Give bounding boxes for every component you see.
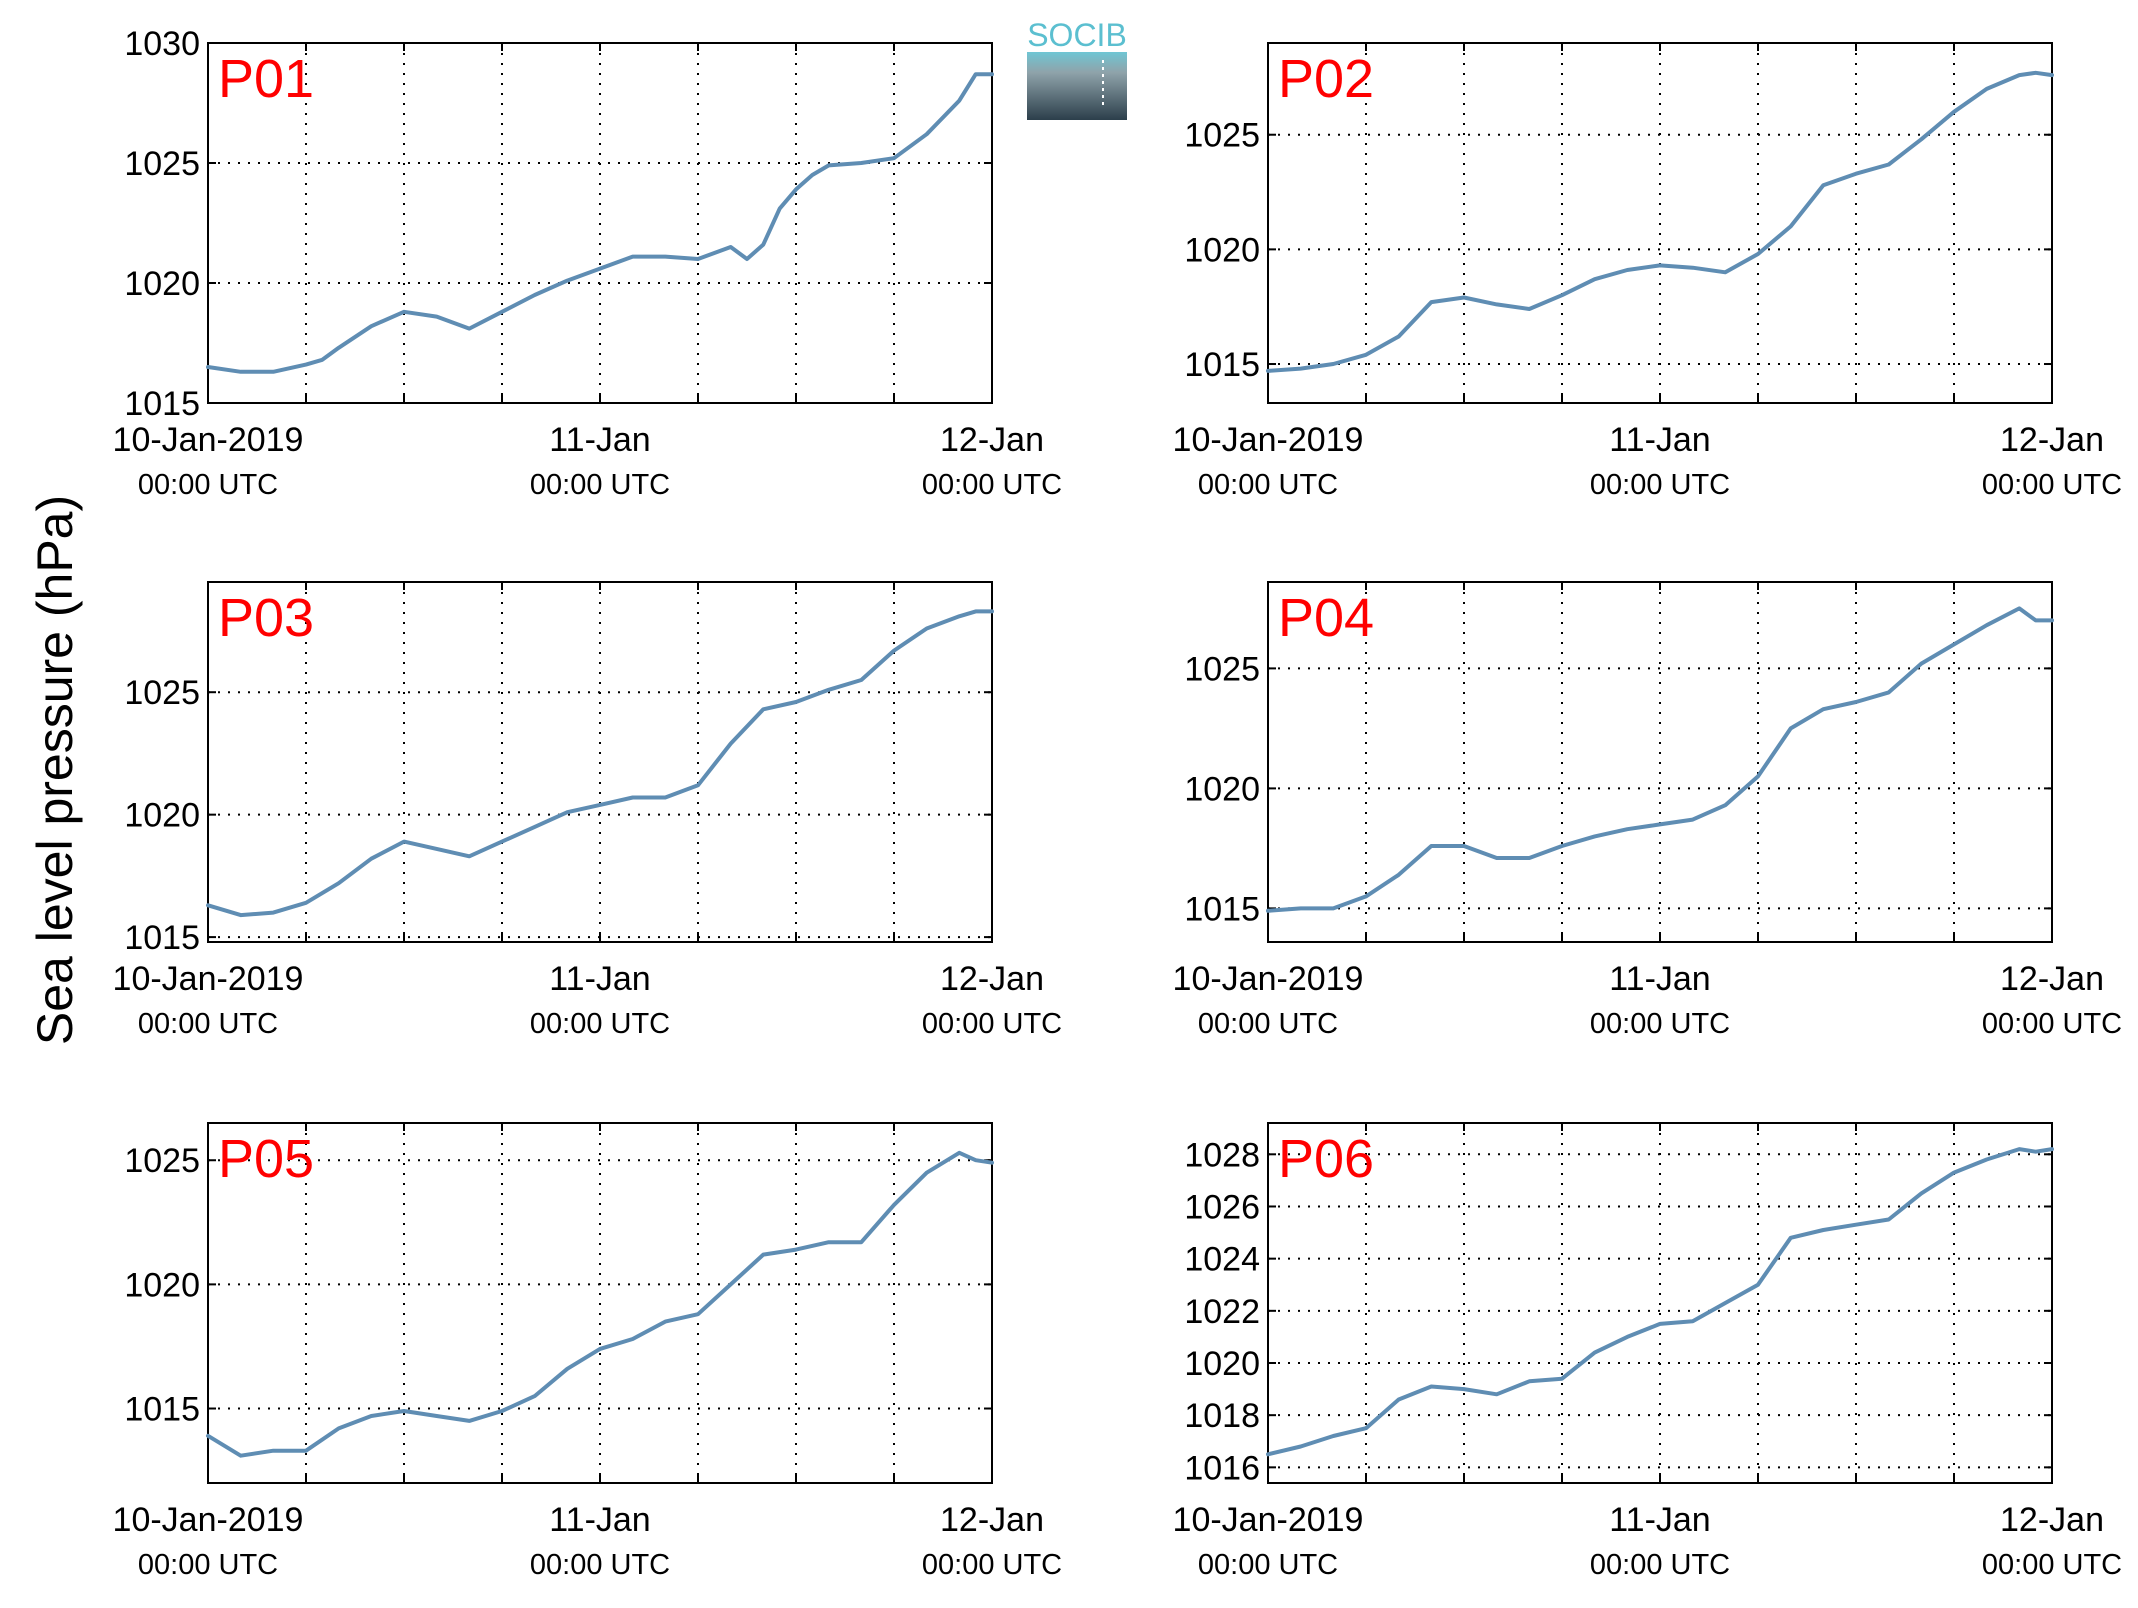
y-tick-label: 1026 bbox=[1184, 1188, 1260, 1226]
x-tick-label: 11-Jan bbox=[549, 421, 650, 459]
x-tick-sublabel: 00:00 UTC bbox=[1982, 1549, 2122, 1581]
pressure-series-line bbox=[206, 72, 994, 374]
panel-label: P04 bbox=[1278, 588, 1374, 648]
x-tick-label: 10-Jan-2019 bbox=[1173, 960, 1364, 998]
y-tick-label: 1016 bbox=[1184, 1449, 1260, 1487]
x-tick-label: 10-Jan-2019 bbox=[1173, 421, 1364, 459]
x-tick-sublabel: 00:00 UTC bbox=[530, 469, 670, 501]
y-axis-label: Sea level pressure (hPa) bbox=[27, 495, 83, 1045]
pressure-series-line bbox=[206, 609, 994, 918]
panel-label: P05 bbox=[218, 1129, 314, 1189]
x-tick-sublabel: 00:00 UTC bbox=[1198, 469, 1338, 501]
x-tick-label: 10-Jan-2019 bbox=[113, 421, 304, 459]
y-tick-label: 1028 bbox=[1184, 1136, 1260, 1174]
x-tick-sublabel: 00:00 UTC bbox=[138, 1008, 278, 1040]
pressure-series-line bbox=[1266, 70, 2054, 373]
pressure-series-line bbox=[1266, 606, 2054, 913]
x-tick-label: 12-Jan bbox=[940, 960, 1044, 998]
x-tick-label: 12-Jan bbox=[940, 421, 1044, 459]
chart-panel-p03: 1015 1020 1025 10-Jan-2019 00:00 UTC 11-Jan 00… bbox=[113, 581, 1062, 1040]
y-tick-label: 1020 bbox=[1184, 770, 1260, 808]
x-tick-sublabel: 00:00 UTC bbox=[922, 469, 1062, 501]
x-tick-label: 11-Jan bbox=[1609, 1501, 1710, 1539]
socib-logo: SOCIB bbox=[1027, 17, 1127, 120]
x-tick-label: 12-Jan bbox=[2000, 421, 2104, 459]
y-tick-label: 1020 bbox=[124, 265, 200, 303]
y-tick-label: 1018 bbox=[1184, 1397, 1260, 1435]
y-tick-label: 1020 bbox=[124, 1266, 200, 1304]
x-tick-label: 11-Jan bbox=[549, 1501, 650, 1539]
x-tick-sublabel: 00:00 UTC bbox=[530, 1549, 670, 1581]
x-tick-label: 10-Jan-2019 bbox=[1173, 1501, 1364, 1539]
logo-text: SOCIB bbox=[1027, 17, 1127, 53]
y-tick-label: 1020 bbox=[124, 797, 200, 835]
y-tick-label: 1025 bbox=[1184, 650, 1260, 688]
y-tick-label: 1020 bbox=[1184, 1345, 1260, 1383]
pressure-series-line bbox=[1266, 1147, 2054, 1457]
y-tick-label: 1024 bbox=[1184, 1241, 1260, 1279]
y-tick-label: 1015 bbox=[1184, 346, 1260, 384]
panel-label: P06 bbox=[1278, 1129, 1374, 1189]
x-tick-sublabel: 00:00 UTC bbox=[1198, 1549, 1338, 1581]
chart-panel-p06: 1016 1018 1020 1022 1024 1026 1028 10-Jan-2019 0… bbox=[1173, 1122, 2122, 1581]
x-tick-label: 12-Jan bbox=[2000, 960, 2104, 998]
chart-panel-p02: 1015 1020 1025 10-Jan-2019 00:00 UTC 11-Jan 00… bbox=[1173, 42, 2122, 501]
x-tick-label: 11-Jan bbox=[549, 960, 650, 998]
y-tick-label: 1025 bbox=[124, 145, 200, 183]
x-tick-sublabel: 00:00 UTC bbox=[1590, 1549, 1730, 1581]
x-tick-sublabel: 00:00 UTC bbox=[922, 1008, 1062, 1040]
x-tick-sublabel: 00:00 UTC bbox=[1982, 1008, 2122, 1040]
panel-label: P02 bbox=[1278, 49, 1374, 109]
y-tick-label: 1015 bbox=[124, 919, 200, 957]
x-tick-sublabel: 00:00 UTC bbox=[138, 469, 278, 501]
x-tick-label: 11-Jan bbox=[1609, 960, 1710, 998]
x-tick-sublabel: 00:00 UTC bbox=[530, 1008, 670, 1040]
x-tick-label: 10-Jan-2019 bbox=[113, 1501, 304, 1539]
x-tick-sublabel: 00:00 UTC bbox=[1198, 1008, 1338, 1040]
chart-panel-p05: 1015 1020 1025 10-Jan-2019 00:00 UTC 11-Jan 00… bbox=[113, 1122, 1062, 1581]
chart-panel-p01: 1015 1020 1025 1030 10-Jan-2019 00:00 UTC 11-J… bbox=[113, 25, 1063, 501]
x-tick-label: 12-Jan bbox=[2000, 1501, 2104, 1539]
panel-label: P03 bbox=[218, 588, 314, 648]
x-tick-label: 12-Jan bbox=[940, 1501, 1044, 1539]
x-tick-sublabel: 00:00 UTC bbox=[922, 1549, 1062, 1581]
x-tick-sublabel: 00:00 UTC bbox=[1590, 469, 1730, 501]
x-tick-label: 10-Jan-2019 bbox=[113, 960, 304, 998]
x-tick-sublabel: 00:00 UTC bbox=[138, 1549, 278, 1581]
y-tick-label: 1025 bbox=[124, 674, 200, 712]
x-tick-sublabel: 00:00 UTC bbox=[1590, 1008, 1730, 1040]
pressure-series-line bbox=[206, 1150, 994, 1458]
y-tick-label: 1015 bbox=[1184, 890, 1260, 928]
x-tick-label: 11-Jan bbox=[1609, 421, 1710, 459]
y-tick-label: 1015 bbox=[124, 1391, 200, 1429]
chart-panel-p04: 1015 1020 1025 10-Jan-2019 00:00 UTC 11-Jan 00… bbox=[1173, 581, 2122, 1040]
y-tick-label: 1015 bbox=[124, 385, 200, 423]
y-tick-label: 1020 bbox=[1184, 231, 1260, 269]
y-tick-label: 1025 bbox=[1184, 117, 1260, 155]
y-tick-label: 1030 bbox=[124, 25, 200, 63]
x-tick-sublabel: 00:00 UTC bbox=[1982, 469, 2122, 501]
y-tick-label: 1022 bbox=[1184, 1293, 1260, 1331]
panel-label: P01 bbox=[218, 49, 314, 109]
y-tick-label: 1025 bbox=[124, 1142, 200, 1180]
